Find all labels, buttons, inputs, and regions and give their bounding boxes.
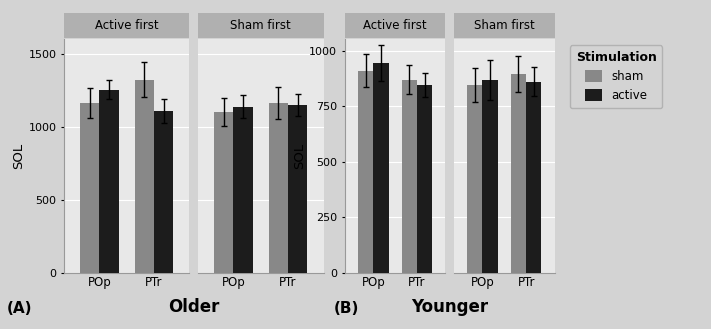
Legend: sham, active: sham, active — [570, 45, 663, 108]
Text: Sham first: Sham first — [474, 19, 535, 32]
Y-axis label: SOL: SOL — [13, 143, 26, 169]
Text: Older: Older — [168, 298, 220, 316]
Y-axis label: SOL: SOL — [294, 143, 306, 169]
Bar — [358, 71, 373, 273]
Bar — [215, 112, 233, 273]
Bar — [467, 85, 482, 273]
Bar — [154, 111, 173, 273]
Text: (B): (B) — [334, 301, 360, 316]
Bar — [402, 80, 417, 273]
Bar — [510, 74, 526, 273]
Bar — [80, 103, 100, 273]
Text: Active first: Active first — [95, 19, 159, 32]
Text: Active first: Active first — [363, 19, 427, 32]
Bar — [100, 90, 119, 273]
Text: Sham first: Sham first — [230, 19, 291, 32]
Bar — [482, 80, 498, 273]
Bar — [417, 85, 432, 273]
Bar — [526, 82, 542, 273]
Text: Younger: Younger — [411, 298, 488, 316]
Bar — [288, 105, 307, 273]
Bar — [269, 103, 288, 273]
Bar — [135, 80, 154, 273]
Bar — [233, 107, 252, 273]
Text: (A): (A) — [7, 301, 33, 316]
Bar — [373, 63, 389, 273]
